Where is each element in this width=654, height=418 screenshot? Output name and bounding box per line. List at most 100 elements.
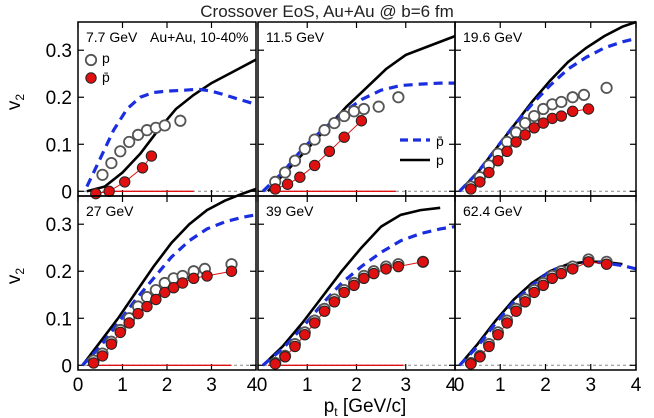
data-point-p	[577, 88, 591, 101]
x-tick-label: 1	[302, 375, 313, 396]
data-point-pbar	[150, 293, 162, 306]
data-point-pbar	[358, 272, 370, 284]
data-point-pbar	[537, 117, 549, 129]
data-point-pbar	[328, 296, 341, 308]
data-point-pbar	[483, 340, 495, 353]
data-point-pbar	[188, 272, 200, 284]
y-tick-label: 0.1	[46, 309, 72, 330]
data-point-pbar	[159, 286, 171, 299]
x-tick-label: 2	[162, 375, 173, 396]
data-point-pbar	[546, 272, 558, 284]
data-point-pbar	[528, 122, 540, 134]
panel-4: 27 GeV 0 1 2 3 4 0 0.1 0.2 0.3	[46, 187, 258, 396]
data-point-pbar	[167, 282, 180, 294]
panel-energy-label: 62.4 GeV	[463, 203, 523, 219]
legend-label-pbar: p̄	[102, 69, 110, 85]
data-point-pbar	[289, 340, 301, 353]
data-point-pbar	[96, 350, 109, 362]
data-point-p	[158, 119, 171, 132]
data-point-pbar	[201, 270, 213, 282]
data-point-pbar	[392, 260, 405, 273]
data-point-pbar	[582, 256, 595, 268]
data-point-p	[308, 133, 321, 146]
x-tick-label: 4	[631, 375, 642, 396]
data-point-p	[338, 109, 351, 123]
data-point-p	[105, 156, 118, 170]
data-point-pbar	[417, 256, 429, 268]
data-point-pbar	[105, 338, 118, 350]
data-point-p	[566, 91, 579, 104]
data-point-pbar	[566, 263, 579, 275]
data-point-pbar	[600, 258, 613, 270]
data-point-p	[528, 109, 541, 123]
data-point-pbar	[308, 317, 321, 329]
y-tick-label: 0.2	[46, 88, 72, 109]
data-point-pbar	[474, 351, 486, 363]
series-line-p-model	[262, 206, 441, 367]
data-point-p	[600, 81, 613, 94]
data-point-pbar	[132, 307, 144, 320]
data-point-pbar	[294, 171, 306, 183]
x-tick-label: 1	[495, 375, 506, 396]
x-tick-label: 0	[257, 375, 268, 396]
series-line-pbar-model	[261, 225, 456, 367]
data-point-pbar	[279, 351, 291, 363]
chart-title: Crossover EoS, Au+Au @ b=6 fm	[200, 2, 454, 21]
data-point-pbar	[225, 265, 238, 277]
data-point-pbar	[338, 286, 350, 299]
x-tick-label: 3	[400, 375, 411, 396]
data-point-p	[278, 166, 292, 179]
x-tick-label: 0	[73, 375, 84, 396]
data-point-pbar	[318, 305, 331, 317]
data-point-pbar	[338, 131, 350, 143]
data-point-pbar	[555, 267, 568, 280]
data-point-pbar	[501, 317, 513, 329]
panel-frame	[77, 195, 257, 371]
series-line-pbar-model	[81, 213, 257, 367]
legend-label-pbar-model: p̄	[436, 133, 444, 149]
panel-frame	[454, 195, 637, 371]
data-point-pbar	[555, 110, 568, 122]
data-point-pbar	[323, 145, 336, 158]
data-point-pbar	[492, 329, 504, 341]
data-point-pbar	[308, 159, 321, 172]
panel-energy-label: 27 GeV	[86, 203, 134, 219]
series-line-pbar-model	[458, 36, 637, 193]
data-point-pbar	[348, 279, 360, 292]
legend-label-p: p	[102, 50, 110, 66]
data-point-pbar	[465, 358, 477, 370]
data-point-pbar	[492, 155, 504, 167]
x-axis-label: pt [GeV/c]	[324, 396, 407, 418]
panel-3: 19.6 GeV	[454, 20, 637, 197]
data-point-p	[318, 124, 331, 137]
panel-energy-label: 11.5 GeV	[266, 29, 325, 45]
y-tick-label: 0.3	[46, 215, 72, 236]
data-point-pbar	[269, 183, 281, 195]
data-point-pbar	[465, 183, 477, 195]
data-point-pbar	[537, 279, 549, 292]
data-point-pbar	[119, 176, 131, 188]
panel-6: 62.4 GeV 0 1 2 3 4	[454, 195, 642, 396]
y-tick-label: 0.1	[46, 135, 72, 156]
x-tick-label: 2	[540, 375, 551, 396]
y-tick-label: 0.2	[46, 262, 72, 283]
data-point-pbar	[103, 185, 115, 197]
data-point-pbar	[368, 267, 380, 280]
x-tick-label: 3	[585, 375, 596, 396]
data-point-p	[357, 102, 370, 116]
data-point-pbar	[145, 150, 158, 162]
x-tick-label: 4	[247, 375, 258, 396]
data-point-pbar	[299, 329, 311, 341]
y-tick-label: 0.3	[46, 41, 72, 62]
data-point-pbar	[114, 326, 126, 339]
data-point-p	[555, 95, 568, 109]
data-point-pbar	[474, 176, 486, 188]
data-point-p	[123, 135, 136, 149]
data-point-p	[288, 154, 302, 167]
y-tick-label: 0	[61, 356, 72, 377]
data-point-pbar	[176, 277, 189, 289]
x-tick-label: 4	[446, 375, 457, 396]
data-point-p	[298, 142, 311, 156]
x-tick-label: 1	[117, 375, 128, 396]
